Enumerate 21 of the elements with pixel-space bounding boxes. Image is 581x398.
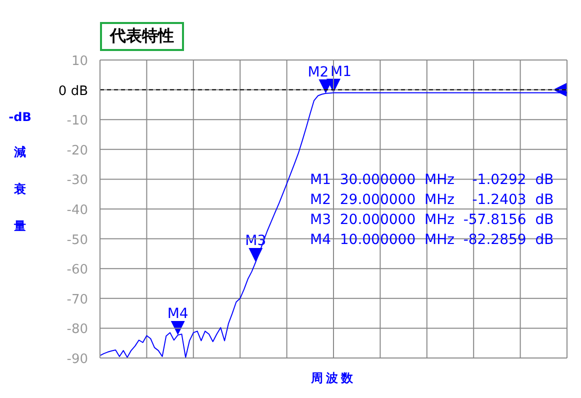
text: -dB 減衰量 <box>8 110 32 233</box>
annotation: M3 20.000000 MHz -57.8156 dB <box>310 211 554 230</box>
chart-title: 代表特性 <box>100 22 184 51</box>
y-tick-label: -70 <box>66 292 88 308</box>
annotation: M2 <box>308 64 329 80</box>
y-tick-label: -50 <box>66 232 88 248</box>
y-tick-label: -40 <box>66 203 88 218</box>
annotation: M2 29.000000 MHz -1.2403 dB <box>310 191 554 210</box>
y-tick-label: 0 dB <box>58 84 88 99</box>
x-axis-title: 周波数 <box>310 370 357 387</box>
y-tick-label: -60 <box>66 262 88 278</box>
y-tick-label: -20 <box>66 143 88 158</box>
annotation: M1 30.000000 MHz -1.0292 dB <box>310 171 554 190</box>
y-tick-label: -90 <box>66 352 88 367</box>
y-tick-label: -10 <box>66 114 88 129</box>
y-tick-label: -80 <box>66 322 88 338</box>
y-tick-label: 10 <box>71 54 88 69</box>
annotation: M1 <box>330 64 352 80</box>
annotation: M4 <box>167 306 188 322</box>
y-tick-label: -30 <box>66 173 88 188</box>
annotation: M4 10.000000 MHz -82.2859 dB <box>310 231 554 250</box>
